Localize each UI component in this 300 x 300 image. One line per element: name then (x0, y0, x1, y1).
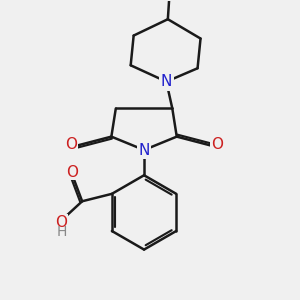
Text: O: O (211, 136, 223, 152)
Text: O: O (56, 215, 68, 230)
Text: O: O (65, 136, 77, 152)
Text: N: N (161, 74, 172, 89)
Text: O: O (66, 165, 78, 180)
Text: N: N (138, 142, 150, 158)
Text: H: H (56, 225, 67, 238)
